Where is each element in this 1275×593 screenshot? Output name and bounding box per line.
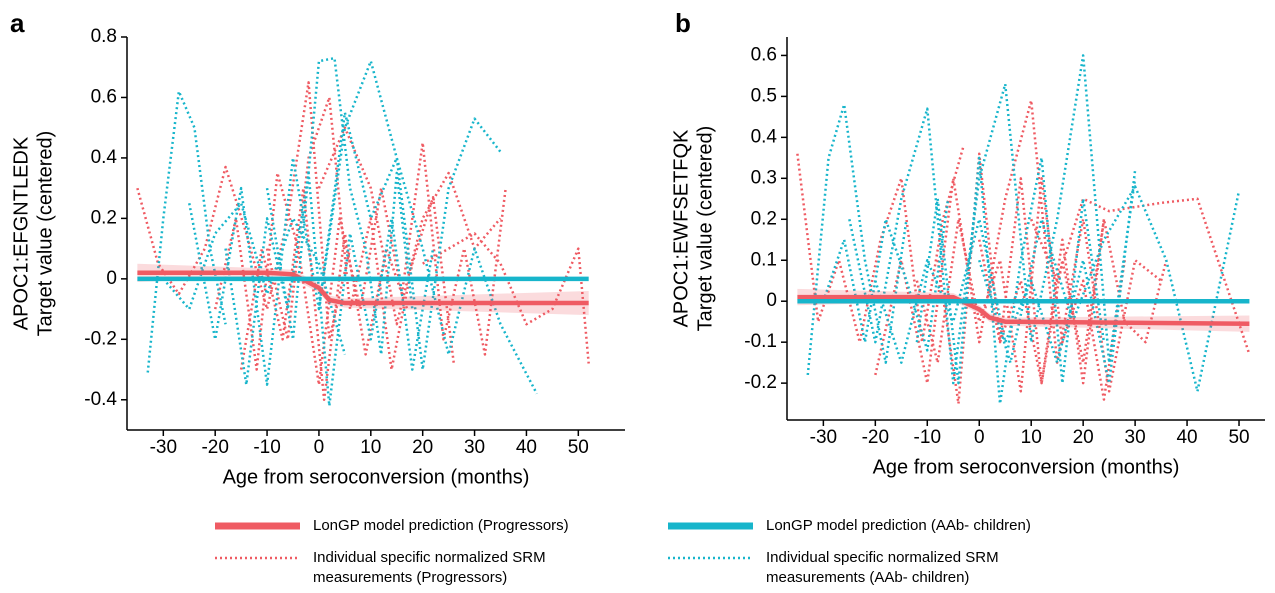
- x-axis-label: Age from seroconversion (months): [873, 456, 1180, 478]
- x-tick-label: 0: [974, 427, 985, 448]
- x-tick-label: 50: [568, 437, 589, 458]
- y-tick-label: 0.4: [751, 126, 778, 147]
- measurement-line: [806, 103, 908, 376]
- y-tick-label: 0.6: [751, 44, 777, 65]
- y-tick-label: 0.6: [91, 86, 117, 107]
- y-tick-label: -0.2: [84, 328, 117, 349]
- legend-label: LonGP model prediction (Progressors): [313, 517, 569, 534]
- x-tick-label: 0: [314, 437, 325, 458]
- measurement-line: [265, 96, 456, 371]
- y-tick-label: 0.3: [751, 167, 777, 188]
- x-tick-label: 40: [516, 437, 537, 458]
- legend-label: Individual specific normalized SRM measu…: [766, 549, 999, 586]
- y-tick-label: -0.1: [744, 331, 777, 352]
- legend-label: Individual specific normalized SRM measu…: [313, 549, 546, 586]
- measurement-line: [239, 186, 409, 402]
- measurement-line: [317, 126, 502, 326]
- series-group: [136, 56, 590, 408]
- series-group: [796, 54, 1251, 405]
- measurement-line: [1030, 197, 1251, 355]
- x-tick-label: 10: [1021, 427, 1042, 448]
- measurement-line: [874, 99, 1162, 393]
- y-tick-label: 0.2: [751, 208, 777, 229]
- measurement-line: [213, 141, 507, 386]
- measurement-line: [136, 81, 352, 341]
- legend-label: LonGP model prediction (AAb- children): [766, 517, 1031, 534]
- y-axis-label: Target value (centered): [694, 126, 716, 332]
- x-tick-label: 30: [464, 437, 485, 458]
- y-tick-label: -0.4: [84, 389, 117, 410]
- y-tick-label: 0.2: [91, 207, 117, 228]
- y-tick-label: -0.2: [744, 372, 777, 393]
- measurement-line: [874, 169, 1137, 385]
- y-tick-label: 0.5: [751, 85, 777, 106]
- panel-label: b: [675, 8, 691, 38]
- x-tick-label: -10: [914, 427, 941, 448]
- x-tick-label: -30: [810, 427, 837, 448]
- x-tick-label: -30: [150, 437, 177, 458]
- model-line: [137, 270, 589, 306]
- measurement-line: [265, 56, 414, 356]
- x-tick-label: -20: [201, 437, 228, 458]
- measurement-line: [422, 232, 590, 364]
- measurement-line: [188, 111, 502, 386]
- x-tick-label: -10: [253, 437, 280, 458]
- x-tick-label: 20: [412, 437, 433, 458]
- measurement-line: [978, 218, 1168, 385]
- y-axis-label: APOC1:EFGNTLEDK: [10, 136, 32, 330]
- x-tick-label: 20: [1073, 427, 1094, 448]
- x-tick-label: 40: [1176, 427, 1197, 448]
- x-tick-label: -20: [862, 427, 889, 448]
- measurement-line: [317, 59, 538, 395]
- x-tick-label: 50: [1228, 427, 1249, 448]
- measurement-line: [848, 54, 1137, 385]
- x-tick-label: 30: [1125, 427, 1146, 448]
- x-axis-label: Age from seroconversion (months): [223, 466, 530, 488]
- y-tick-label: 0: [766, 290, 777, 311]
- y-axis-label: APOC1:EWFSETFQK: [670, 129, 692, 327]
- measurement-line: [822, 198, 950, 352]
- model-line: [797, 294, 1250, 326]
- y-axis-label: Target value (centered): [34, 131, 56, 337]
- panel-label: a: [10, 8, 25, 38]
- y-tick-label: 0.1: [751, 249, 777, 270]
- y-tick-label: 0: [106, 268, 117, 289]
- measurement-line: [978, 185, 1241, 393]
- y-tick-label: 0.4: [91, 147, 118, 168]
- y-tick-label: 0.8: [91, 26, 117, 47]
- measurement-line: [162, 202, 347, 355]
- measurement-line: [146, 90, 227, 373]
- measurement-line: [936, 152, 1106, 405]
- x-tick-label: 10: [360, 437, 381, 458]
- measurement-line: [915, 156, 1106, 405]
